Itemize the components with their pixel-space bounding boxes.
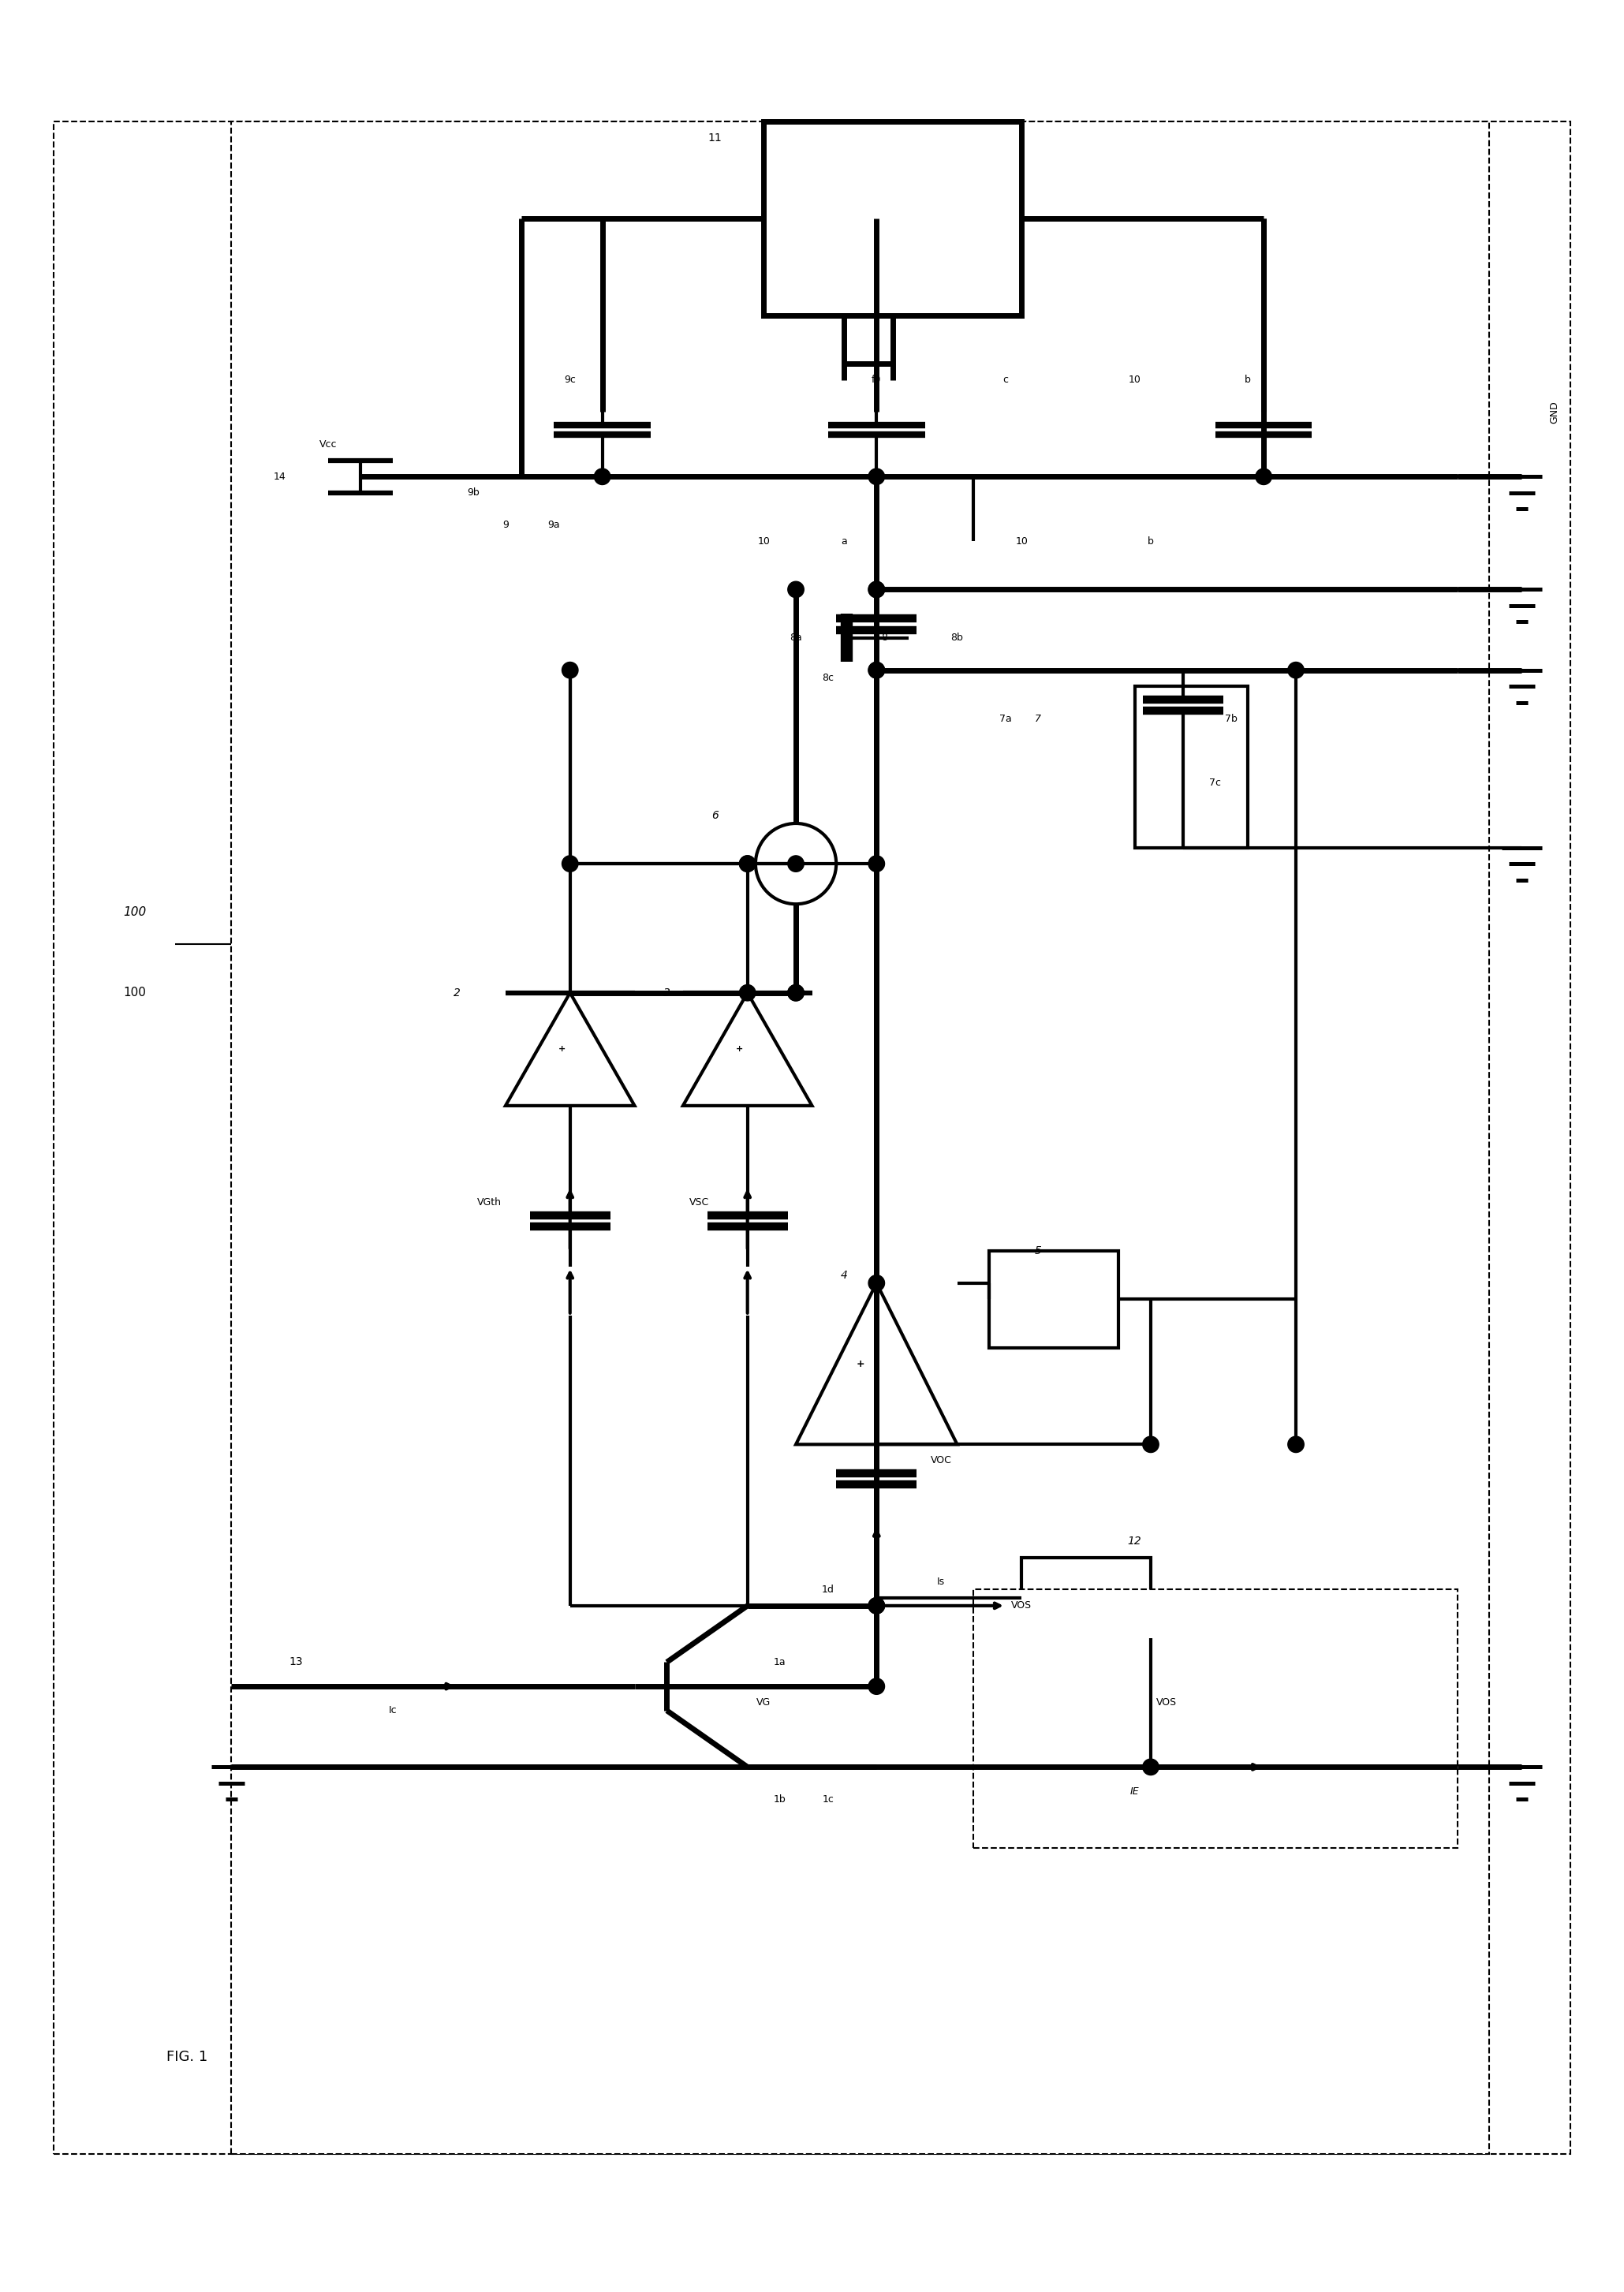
Text: 100: 100 xyxy=(123,905,146,919)
Circle shape xyxy=(594,468,611,484)
Text: IE: IE xyxy=(1130,1785,1138,1797)
Text: +: + xyxy=(736,1045,744,1052)
Circle shape xyxy=(788,986,804,1002)
Text: 1a: 1a xyxy=(773,1657,786,1666)
Circle shape xyxy=(739,855,755,871)
Text: 1c: 1c xyxy=(822,1795,835,1804)
Text: 9c: 9c xyxy=(564,374,577,385)
Circle shape xyxy=(788,582,804,598)
Text: 100: 100 xyxy=(123,988,146,999)
Circle shape xyxy=(869,1598,885,1614)
Circle shape xyxy=(739,986,755,1002)
Circle shape xyxy=(1288,1437,1304,1453)
Text: 10: 10 xyxy=(1129,374,1142,385)
Bar xyxy=(1135,685,1247,848)
Text: 7: 7 xyxy=(1034,713,1041,724)
Circle shape xyxy=(562,855,578,871)
Circle shape xyxy=(1288,662,1304,678)
Bar xyxy=(973,1591,1457,1847)
Circle shape xyxy=(869,468,885,484)
Text: 8b: 8b xyxy=(952,633,963,644)
Circle shape xyxy=(869,582,885,598)
Text: Is: Is xyxy=(937,1577,945,1586)
Text: 14: 14 xyxy=(273,472,286,481)
Text: 2: 2 xyxy=(453,988,461,999)
Text: VOS: VOS xyxy=(1012,1600,1031,1611)
Text: 7c: 7c xyxy=(1210,777,1221,788)
Text: 9: 9 xyxy=(502,520,508,529)
Text: 10: 10 xyxy=(1015,536,1028,545)
Text: 7b: 7b xyxy=(1224,713,1237,724)
Text: 12: 12 xyxy=(1127,1536,1142,1547)
Text: Ic: Ic xyxy=(388,1705,396,1717)
Circle shape xyxy=(869,1598,885,1614)
Circle shape xyxy=(869,855,885,871)
Text: b: b xyxy=(1244,374,1250,385)
Text: +: + xyxy=(856,1359,864,1368)
Bar xyxy=(231,121,1489,2154)
Text: VOS: VOS xyxy=(1156,1698,1177,1708)
Circle shape xyxy=(869,662,885,678)
Text: VG: VG xyxy=(757,1698,771,1708)
Circle shape xyxy=(562,662,578,678)
Text: f0: f0 xyxy=(872,374,882,385)
Bar xyxy=(763,121,1021,316)
Circle shape xyxy=(739,855,755,871)
Bar xyxy=(1021,1556,1151,1639)
Text: 10: 10 xyxy=(757,536,770,545)
Text: 6: 6 xyxy=(711,809,719,821)
Text: 3: 3 xyxy=(663,988,671,999)
Text: 4: 4 xyxy=(841,1270,848,1281)
Text: FIG. 1: FIG. 1 xyxy=(167,2051,208,2065)
Text: a: a xyxy=(841,536,848,545)
Text: 9a: 9a xyxy=(547,520,560,529)
Circle shape xyxy=(1143,1437,1160,1453)
Bar xyxy=(989,1251,1119,1348)
Text: GND: GND xyxy=(1549,401,1559,424)
Text: 11: 11 xyxy=(708,133,723,144)
Text: 8a: 8a xyxy=(789,633,802,644)
Circle shape xyxy=(788,986,804,1002)
Text: Vcc: Vcc xyxy=(320,440,336,449)
Text: VGth: VGth xyxy=(477,1196,502,1208)
Bar xyxy=(54,121,1570,2154)
Text: 1d: 1d xyxy=(822,1584,835,1595)
Circle shape xyxy=(788,855,804,871)
Circle shape xyxy=(869,662,885,678)
Text: 1b: 1b xyxy=(773,1795,786,1804)
Text: 8c: 8c xyxy=(822,674,835,683)
Circle shape xyxy=(1255,468,1272,484)
Circle shape xyxy=(1143,1758,1160,1774)
Text: 9b: 9b xyxy=(468,488,479,497)
Text: 13: 13 xyxy=(289,1657,302,1669)
Text: 7a: 7a xyxy=(999,713,1012,724)
Circle shape xyxy=(869,1678,885,1694)
Text: 8: 8 xyxy=(882,633,888,644)
Text: c: c xyxy=(1002,374,1009,385)
Circle shape xyxy=(869,582,885,598)
Text: b: b xyxy=(1148,536,1153,545)
Text: VSC: VSC xyxy=(689,1196,710,1208)
Text: VOC: VOC xyxy=(931,1455,952,1465)
Text: +: + xyxy=(559,1045,565,1052)
Text: 5: 5 xyxy=(1034,1245,1041,1256)
Circle shape xyxy=(869,1274,885,1290)
